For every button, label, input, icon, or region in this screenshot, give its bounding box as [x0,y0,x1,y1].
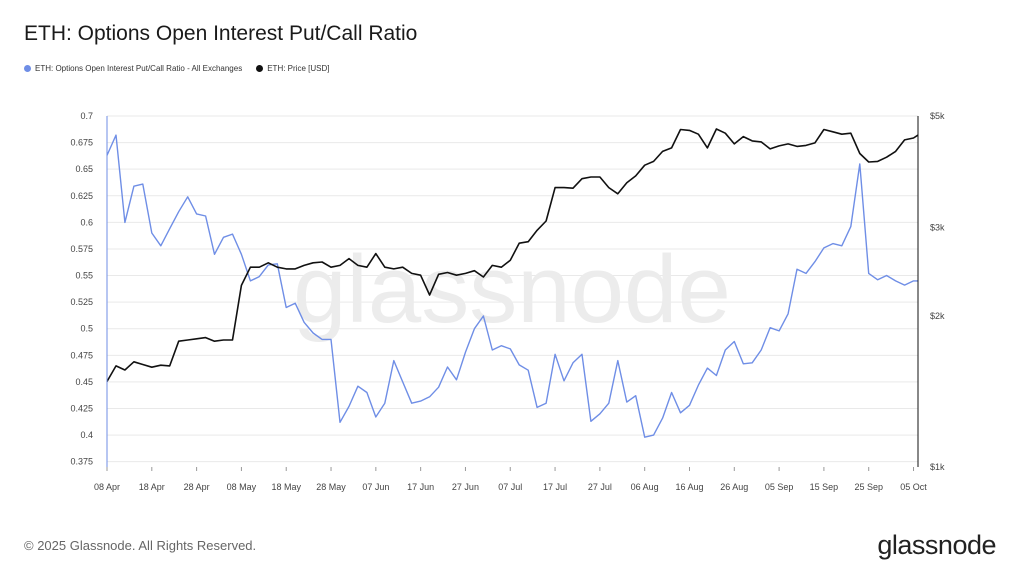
legend-price-dot [256,65,264,72]
x-tick-label: 28 May [316,482,346,492]
x-tick-label: 27 Jun [452,482,479,492]
x-tick-label: 17 Jul [543,482,567,492]
y-right-tick-label: $1k [930,462,945,472]
y-left-tick-label: 0.6 [80,217,93,227]
x-tick-label: 26 Aug [720,482,748,492]
y-left-tick-label: 0.575 [70,244,93,254]
x-tick-label: 07 Jun [362,482,389,492]
legend: ETH: Options Open Interest Put/Call Rati… [24,64,329,73]
y-left-tick-label: 0.625 [70,191,93,201]
watermark: glassnode [293,236,731,343]
grid [107,115,918,463]
y-left-tick-label: 0.5 [80,324,93,334]
legend-ratio-dot [24,65,31,72]
series-line-put-call-ratio[interactable] [106,134,918,438]
glassnode-logo: glassnode [877,530,996,560]
x-tick-label: 06 Aug [631,482,659,492]
y-right-tick-label: $5k [930,111,945,121]
legend-item-ratio[interactable]: ETH: Options Open Interest Put/Call Rati… [24,64,242,73]
y-left-tick-label: 0.7 [80,111,93,121]
y-left-tick-label: 0.55 [75,271,93,281]
y-left-tick-label: 0.525 [70,297,93,307]
y-left-tick-label: 0.45 [75,377,93,387]
x-tick-label: 08 Apr [94,482,120,492]
y-right-tick-label: $3k [930,222,945,232]
x-tick-label: 17 Jun [407,482,434,492]
copyright-footer: © 2025 Glassnode. All Rights Reserved. [24,538,257,553]
legend-price-label: ETH: Price [USD] [267,64,330,73]
series-line-eth-price[interactable] [106,128,919,382]
x-tick-label: 07 Jul [498,482,522,492]
x-tick-label: 25 Sep [854,482,883,492]
x-tick-label: 05 Oct [900,482,927,492]
y-left-tick-label: 0.425 [70,404,93,414]
y-left-tick-label: 0.675 [70,138,93,148]
x-tick-label: 18 May [271,482,301,492]
x-tick-label: 15 Sep [810,482,839,492]
x-tick-label: 08 May [227,482,257,492]
y-left-tick-label: 0.475 [70,350,93,360]
x-tick-label: 28 Apr [184,482,210,492]
y-left-tick-label: 0.4 [80,430,93,440]
series-lines [106,128,919,438]
y-right-tick-label: $2k [930,311,945,321]
legend-item-price[interactable]: ETH: Price [USD] [256,64,329,73]
y-left-tick-label: 0.65 [75,164,93,174]
legend-ratio-label: ETH: Options Open Interest Put/Call Rati… [35,64,243,73]
x-tick-label: 18 Apr [139,482,165,492]
x-tick-label: 16 Aug [675,482,703,492]
x-tick-label: 27 Jul [588,482,612,492]
x-tick-label: 05 Sep [765,482,794,492]
axes: 0.375 0.4 0.425 0.45 0.475 0.5 0.525 0.55 0.575 0… [70,111,945,492]
chart-title: ETH: Options Open Interest Put/Call Rati… [24,22,418,45]
y-left-tick-label: 0.375 [70,457,93,467]
